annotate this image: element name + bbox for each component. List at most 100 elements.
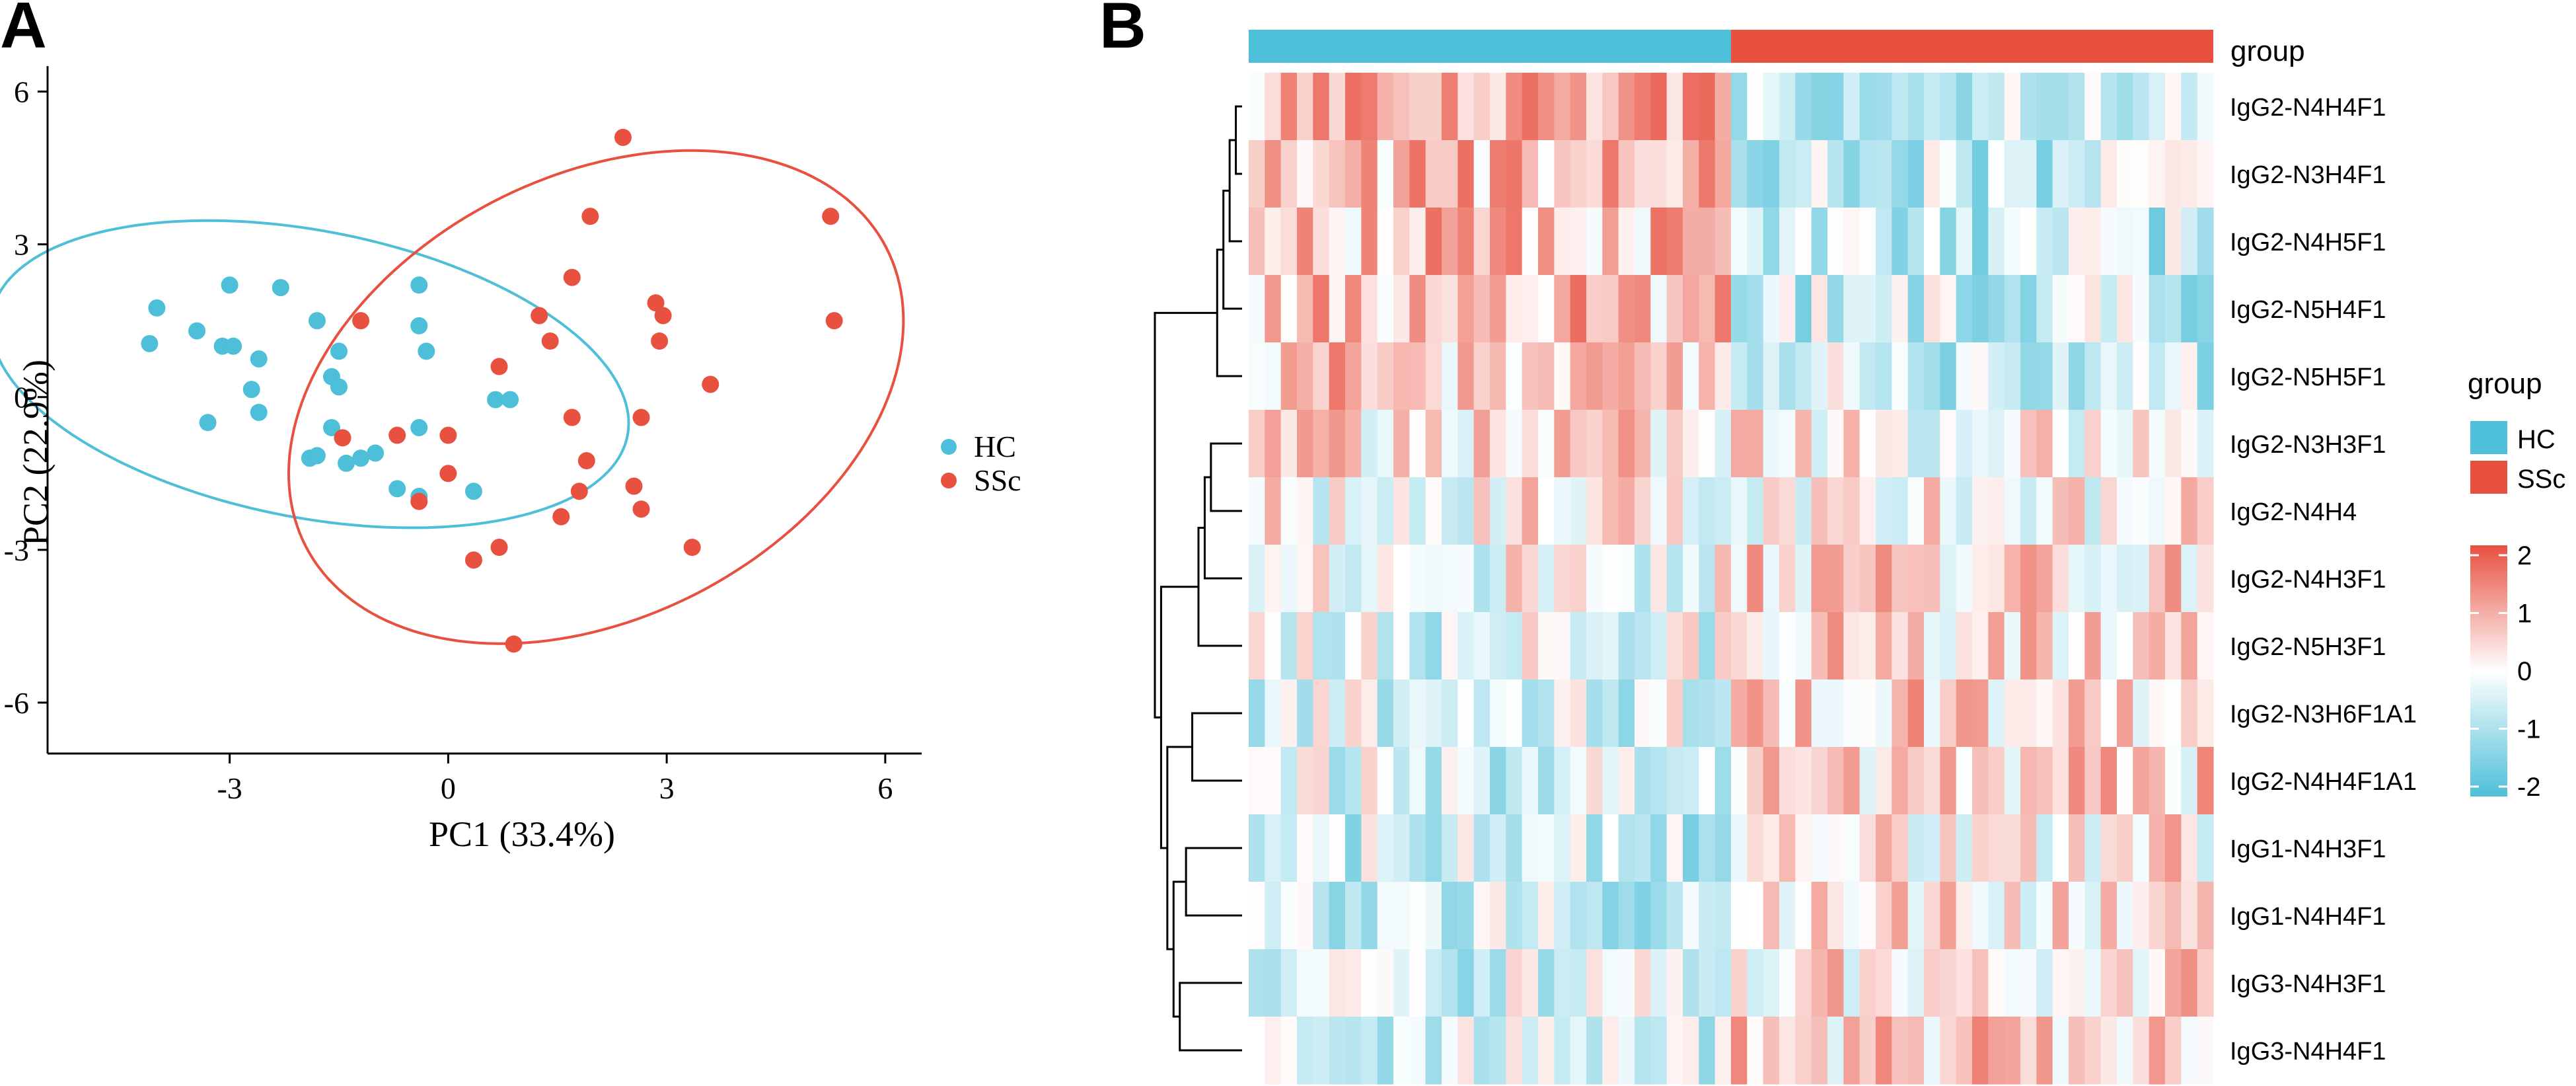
- heatmap-cell: [1313, 949, 1330, 1017]
- heatmap-cell: [2036, 545, 2053, 613]
- heatmap-cell: [1425, 140, 1442, 208]
- heatmap-cell: [1490, 882, 1506, 950]
- heatmap-cell: [2069, 73, 2085, 141]
- heatmap-cell: [2069, 477, 2085, 545]
- heatmap-cell: [1265, 882, 1282, 950]
- heatmap-cell: [1280, 208, 1298, 276]
- heatmap-cell: [1763, 140, 1780, 208]
- dendrogram-branch: [1172, 880, 1187, 1018]
- heatmap-cell: [1313, 679, 1330, 748]
- heatmap-cell: [2197, 949, 2214, 1017]
- heatmap-cell: [1554, 208, 1571, 276]
- heatmap-cell: [1956, 545, 1973, 613]
- heatmap-cell: [1859, 410, 1876, 478]
- heatmap-cell: [1457, 410, 1475, 478]
- heatmap-cell: [2020, 545, 2037, 613]
- heatmap-cell: [1425, 882, 1442, 950]
- heatmap-cell: [1763, 410, 1780, 478]
- heatmap-cell: [1506, 477, 1523, 545]
- heatmap-cell: [1666, 612, 1683, 680]
- heatmap-cell: [1329, 275, 1346, 343]
- row-label: IgG2-N4H4F1A1: [2230, 768, 2417, 796]
- heatmap-cell: [1714, 882, 1732, 950]
- heatmap-cell: [1554, 140, 1571, 208]
- heatmap-cell: [1473, 545, 1490, 613]
- heatmap-cell: [2052, 208, 2069, 276]
- heatmap-cell: [1892, 140, 1909, 208]
- heatmap-cell: [2117, 275, 2133, 343]
- heatmap-cell: [1570, 612, 1587, 680]
- heatmap-cell: [1313, 545, 1330, 613]
- heatmap-cell: [1570, 73, 1587, 141]
- heatmap-cell: [1907, 477, 1925, 545]
- point-ssc: [490, 539, 508, 556]
- heatmap-cell: [1827, 208, 1844, 276]
- heatmap-cell: [1876, 275, 1892, 343]
- heatmap-cell: [1731, 1017, 1748, 1085]
- heatmap-cell: [1377, 477, 1394, 545]
- color-scale-ticks: 2 1 0 -1 -2: [2470, 541, 2541, 802]
- heatmap-cell: [1473, 410, 1490, 478]
- heatmap-cell: [1683, 949, 1699, 1017]
- heatmap-cell: [1876, 882, 1892, 950]
- heatmap-cell: [1747, 612, 1764, 680]
- heatmap-cell: [1892, 679, 1909, 748]
- heatmap-cell: [1699, 477, 1716, 545]
- heatmap-cell: [1731, 814, 1748, 882]
- heatmap-cell: [1827, 73, 1844, 141]
- dendrogram-branch: [1166, 746, 1193, 950]
- heatmap-cell: [2020, 477, 2037, 545]
- heatmap-cell: [2084, 140, 2102, 208]
- pca-scatter-plot: -3 0 3 6 6 3 0 -3 -6 PC1 (33.4%) PC2 (22.9%) HC …: [0, 66, 1021, 854]
- heatmap-cell: [1779, 275, 1796, 343]
- heatmap-cell: [1280, 477, 1298, 545]
- heatmap-cell: [1457, 612, 1475, 680]
- heatmap-cell: [1425, 1017, 1442, 1085]
- point-hc: [330, 342, 348, 360]
- heatmap-cell: [1699, 208, 1716, 276]
- heatmap-cell: [1699, 747, 1716, 815]
- heatmap-cell: [1377, 342, 1394, 410]
- heatmap-cell: [1506, 410, 1523, 478]
- heatmap-cell: [2181, 140, 2198, 208]
- heatmap-cell: [1442, 208, 1458, 276]
- heatmap-cell: [1907, 208, 1925, 276]
- heatmap-cell: [1699, 1017, 1716, 1085]
- heatmap-cell: [1538, 949, 1555, 1017]
- heatmap-cell: [1635, 747, 1651, 815]
- heatmap-cell: [1650, 679, 1668, 748]
- y-tick-label: 3: [14, 228, 29, 262]
- heatmap-cell: [1779, 477, 1796, 545]
- heatmap-cell: [1570, 410, 1587, 478]
- heatmap-cell: [1522, 140, 1539, 208]
- heatmap-cell: [1972, 747, 1989, 815]
- heatmap-cell: [1554, 73, 1571, 141]
- point-ssc: [352, 312, 370, 330]
- heatmap-cell: [2181, 679, 2198, 748]
- heatmap-cell: [1538, 612, 1555, 680]
- heatmap-cell: [2036, 814, 2053, 882]
- heatmap-cell: [1795, 342, 1812, 410]
- heatmap-cell: [1297, 342, 1313, 410]
- heatmap-cell: [1409, 73, 1426, 141]
- heatmap-cell: [1876, 1017, 1892, 1085]
- heatmap-cell: [1924, 342, 1940, 410]
- heatmap-cell: [1988, 275, 2005, 343]
- panel-a-label: A: [0, 0, 47, 61]
- heatmap-cell: [2020, 410, 2037, 478]
- heatmap-cell: [1907, 882, 1925, 950]
- heatmap-cell: [1650, 612, 1668, 680]
- heatmap-cell: [1763, 208, 1780, 276]
- heatmap-cell: [1586, 140, 1603, 208]
- heatmap-cell: [1602, 612, 1619, 680]
- point-hc: [410, 418, 428, 436]
- heatmap-cell: [1602, 747, 1619, 815]
- heatmap-cell: [1666, 410, 1683, 478]
- heatmap-cell: [1538, 1017, 1555, 1085]
- heatmap-cell: [1345, 73, 1362, 141]
- heatmap-cell: [1313, 1017, 1330, 1085]
- heatmap-cell: [1811, 747, 1828, 815]
- heatmap-cell: [1714, 73, 1732, 141]
- heatmap-cell: [1586, 208, 1603, 276]
